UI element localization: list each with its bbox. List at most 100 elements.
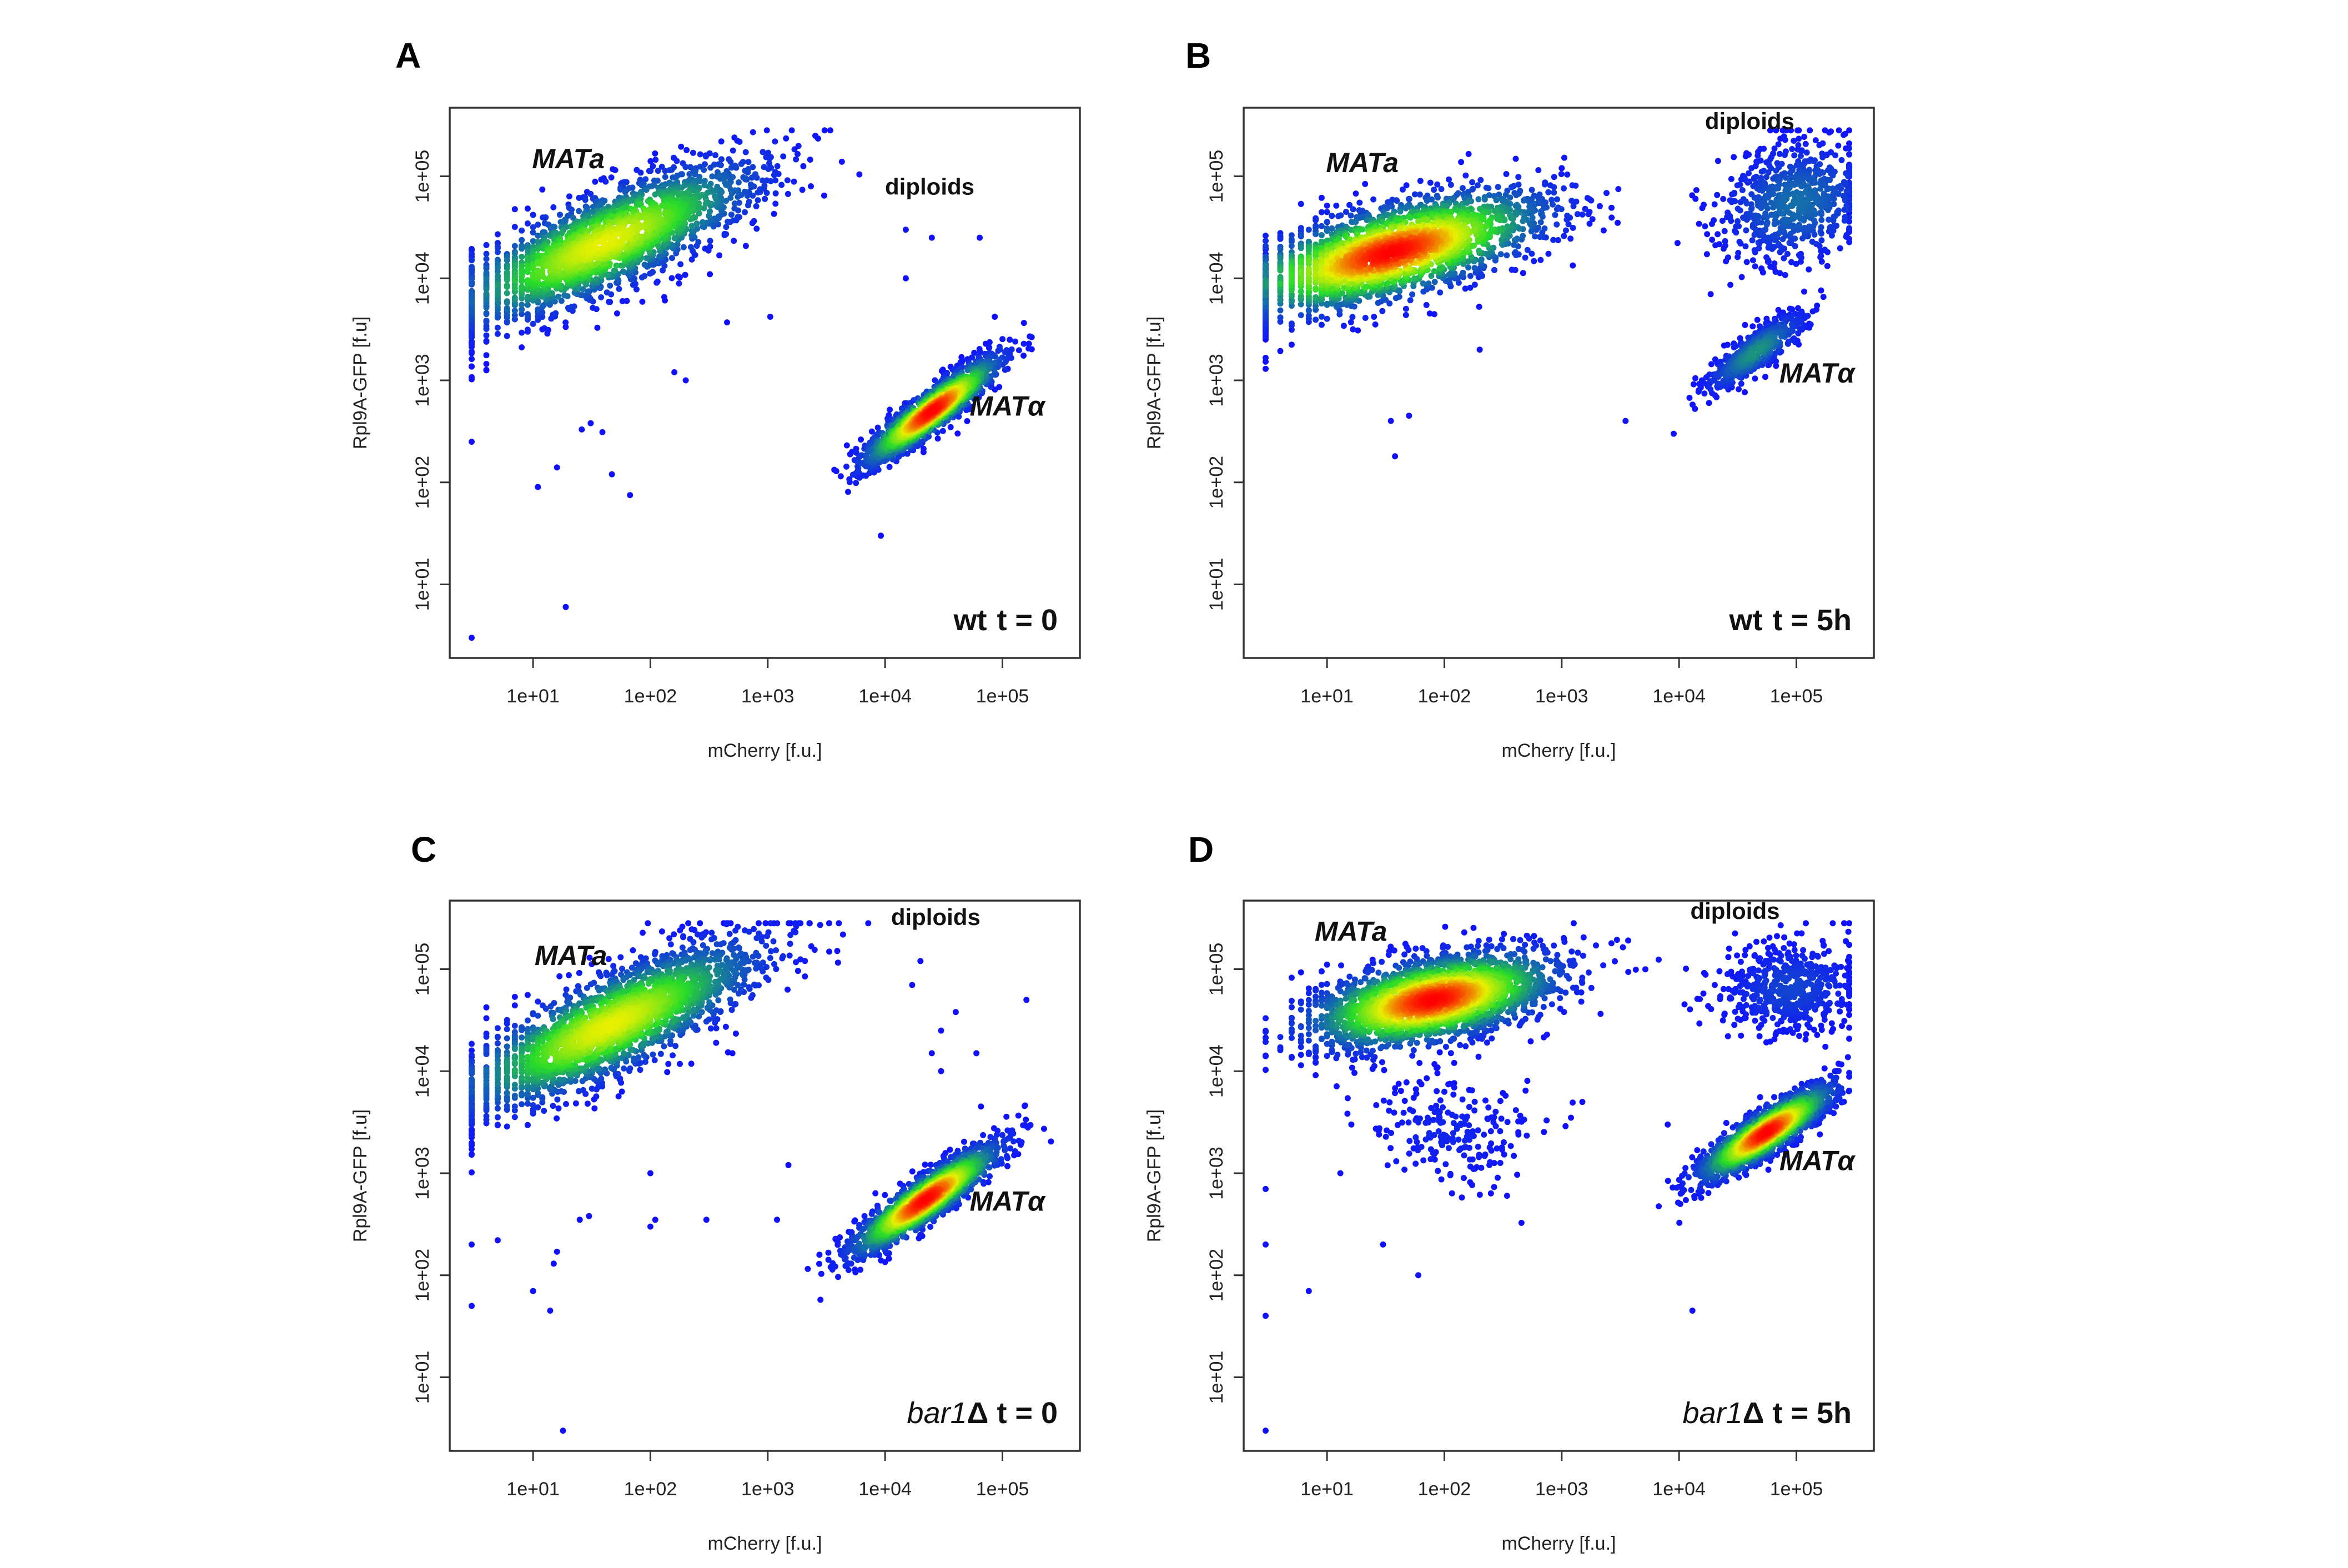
data-point [1550,201,1556,208]
data-point [1529,187,1535,193]
data-point [1715,231,1721,238]
data-point [1553,206,1560,213]
data-point [643,255,650,262]
data-point [524,293,531,300]
data-point [728,212,735,218]
data-point [504,284,510,290]
data-point [707,208,713,215]
data-point [763,190,770,196]
data-point [1782,152,1788,158]
data-point [1399,186,1406,193]
data-point [650,163,656,169]
y-tick-label: 1e+02 [412,456,433,509]
data-point [1503,171,1510,177]
data-point [504,290,510,296]
data-point [843,442,850,449]
data-point [736,138,743,145]
data-point [986,339,993,345]
data-point [767,314,773,320]
data-point [1564,171,1571,178]
data-point [1570,262,1576,269]
data-point [1329,213,1335,219]
data-point [1752,263,1758,270]
data-point [469,356,475,363]
data-point [469,269,475,275]
data-point [1002,366,1008,373]
data-point [1797,153,1804,159]
data-point [1702,223,1708,230]
data-point [469,299,475,305]
data-point [1608,214,1615,221]
data-point [504,270,510,277]
y-tick-label: 1e+04 [412,252,433,305]
data-point [716,252,723,259]
data-point [677,261,684,268]
data-point [641,262,648,268]
data-point [594,324,601,331]
data-point [524,277,531,284]
data-point [686,171,693,177]
data-point [1406,413,1412,419]
data-point [954,430,961,437]
data-point [1837,245,1843,252]
data-point [1348,319,1354,325]
data-point [1818,237,1825,244]
data-point [1720,195,1727,202]
data-point [535,245,541,252]
data-point [519,254,525,260]
data-point [1818,287,1824,294]
data-point [1423,301,1430,308]
data-point [1313,316,1319,323]
data-point [1721,228,1728,234]
data-point [1015,347,1022,354]
data-point [1707,386,1714,393]
data-point [1746,152,1752,158]
data-point [800,163,807,169]
data-point [761,164,767,170]
data-point [469,439,475,445]
data-point [616,285,622,292]
data-point [742,209,748,215]
data-point [678,143,685,150]
data-point [977,234,983,241]
data-point [552,310,559,316]
data-point [772,200,779,207]
data-point [707,271,713,278]
data-point [1551,189,1557,196]
data-point [1407,297,1414,304]
data-point [494,330,501,337]
data-point [1007,336,1013,343]
data-point [483,318,490,324]
data-point [1791,138,1797,144]
data-point [592,178,599,185]
data-point [511,206,518,213]
data-point [1298,312,1304,319]
data-point [859,472,866,479]
data-point [701,161,708,168]
data-point [682,164,689,170]
data-point [721,230,728,237]
data-point [1746,170,1752,177]
data-point [725,218,731,225]
data-point [1843,170,1849,177]
data-point [1731,154,1737,160]
data-point [607,282,614,289]
data-point [999,336,1006,343]
data-point [690,149,696,156]
data-point [1020,320,1027,326]
data-point [772,138,778,145]
data-point [1416,191,1423,198]
data-point [1531,258,1537,264]
data-point [740,174,747,180]
data-point [1370,196,1377,203]
data-point [1372,321,1379,328]
data-point [655,168,661,174]
data-point [730,147,736,154]
data-point [1728,218,1734,224]
data-point [772,190,779,197]
data-point [673,158,680,164]
data-point [483,242,490,248]
data-point [707,164,714,171]
data-point [837,473,844,480]
data-point [676,280,682,287]
